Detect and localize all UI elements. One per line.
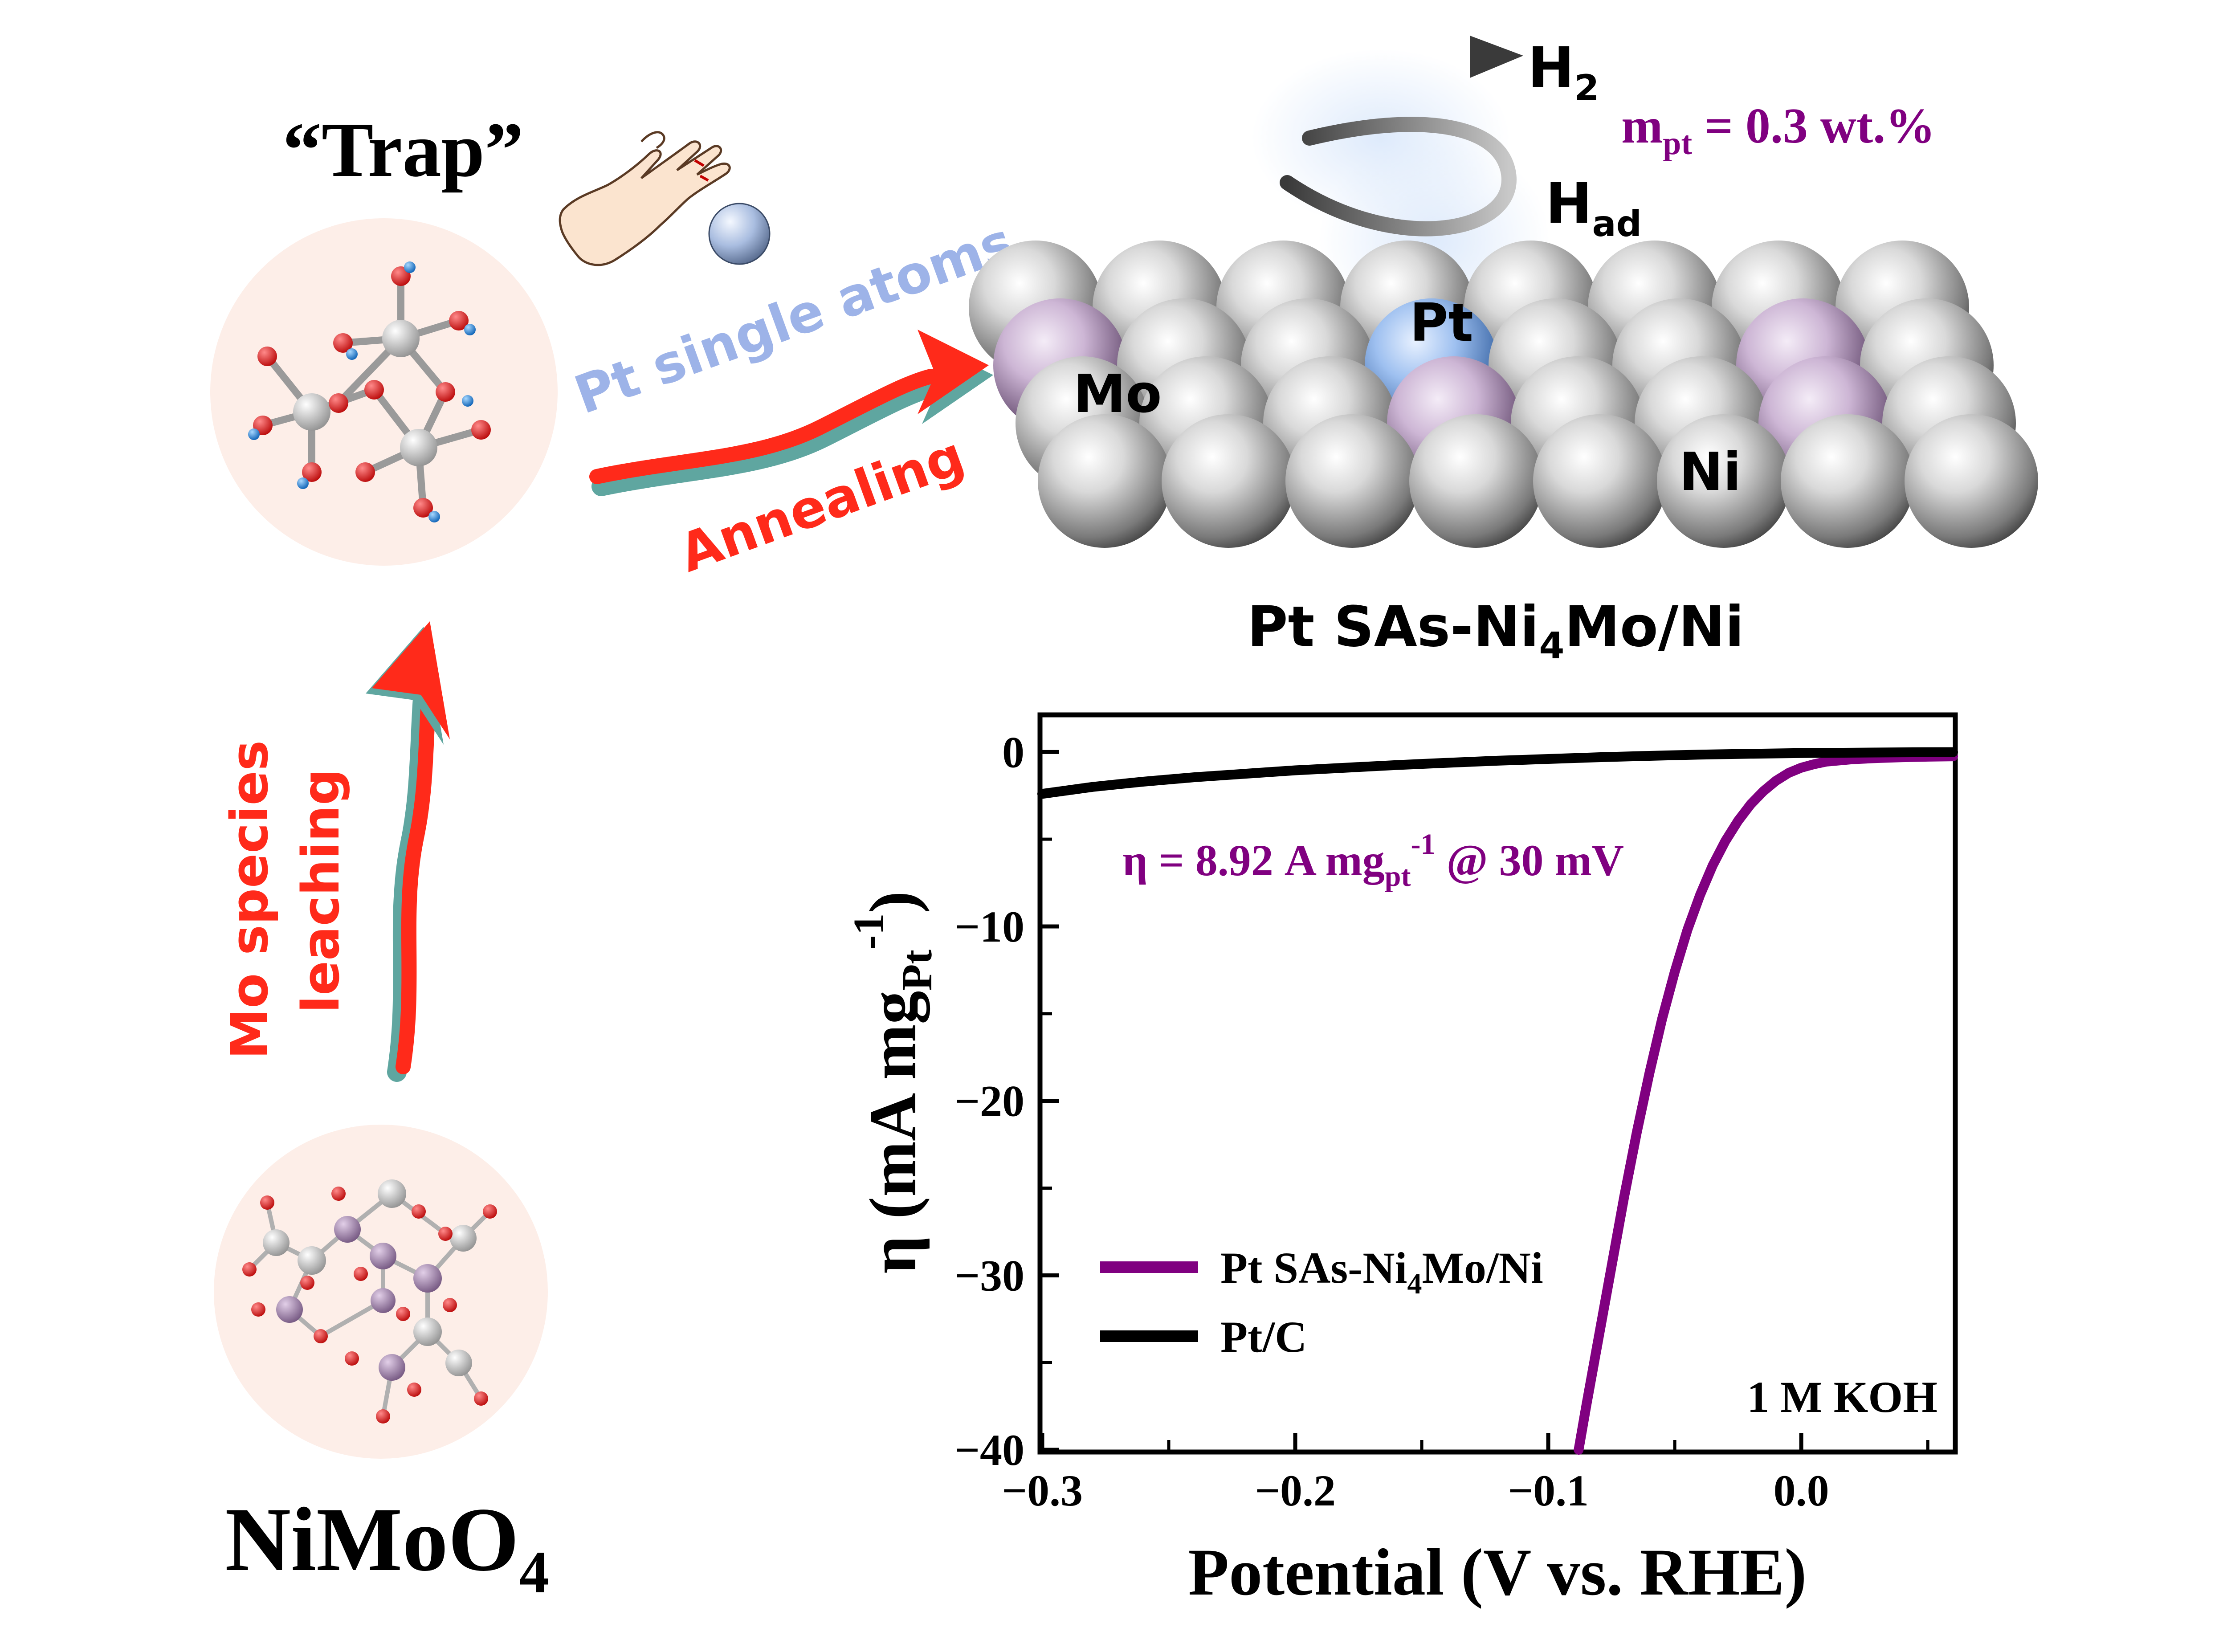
activity-annotation: η = 8.92 A mgpt-1 @ 30 mV	[1122, 828, 1624, 893]
y-tick-label: −10	[954, 902, 1024, 951]
y-axis-ticks: 0 −10 −20 −30 −40	[954, 727, 1059, 1475]
had-main: H	[1546, 171, 1592, 236]
ni-atom-label: Ni	[1679, 441, 1741, 502]
nimoo4-structure-circle	[214, 1125, 548, 1459]
pt-atom-ball	[708, 203, 771, 265]
x-axis-label: Potential (V vs. RHE)	[1188, 1535, 1807, 1609]
legend-label-pt-sas: Pt SAs-Ni4Mo/Ni	[1220, 1243, 1543, 1300]
ni-atom	[1038, 414, 1171, 548]
product-main: Pt SAs-Ni	[1247, 595, 1539, 659]
series-line	[1037, 747, 1958, 799]
legend-label-ptc: Pt/C	[1220, 1312, 1307, 1362]
h2-label: H2	[1528, 36, 1599, 109]
ni-atom	[1533, 414, 1667, 548]
legend-pt-sas-main: Pt SAs-Ni	[1220, 1243, 1407, 1293]
x-tick-label: −0.1	[1508, 1466, 1589, 1515]
nimoo4-subscript: 4	[519, 1539, 549, 1606]
annealing-arrow	[589, 330, 993, 496]
y-axis-label-sup: -1	[845, 913, 893, 950]
legend-pt-sas-sub: 4	[1407, 1268, 1422, 1300]
y-axis-label-main: η (mA mg	[856, 991, 930, 1274]
nimoo4-label: NiMoO4	[225, 1489, 549, 1606]
product-label: Pt SAs-Ni4Mo/Ni	[1247, 595, 1744, 667]
ni-atom	[1409, 414, 1543, 548]
series-layer	[1037, 747, 1958, 1455]
hand-icon	[559, 131, 731, 266]
x-axis-ticks: −0.3 −0.2 −0.1 0.0	[1002, 1433, 1929, 1515]
x-tick-label: 0.0	[1774, 1466, 1829, 1515]
plot-frame	[1037, 712, 1958, 1455]
ni-atom	[1285, 414, 1419, 548]
h2-subscript: 2	[1574, 67, 1599, 109]
leaching-line2: leaching	[291, 769, 351, 1013]
electrolyte-label: 1 M KOH	[1747, 1372, 1937, 1422]
y-tick-label: −40	[954, 1425, 1024, 1475]
pt-loading-m: m	[1621, 98, 1663, 154]
h2-main: H	[1528, 36, 1574, 100]
leaching-arrow	[366, 621, 450, 1082]
polarization-chart: −0.3 −0.2 −0.1 0.0 0 −10 −20 −30 −40 Potential …	[845, 712, 1958, 1609]
trap-label: “Trap”	[282, 106, 523, 193]
pt-loading-value: = 0.3 wt.%	[1692, 98, 1935, 154]
h2-evolution-arrow	[1280, 36, 1523, 237]
product-subscript: 4	[1539, 625, 1564, 667]
leaching-line1: Mo species	[220, 740, 280, 1059]
series-line	[1574, 751, 1958, 1455]
legend-pt-sas-tail: Mo/Ni	[1422, 1243, 1543, 1293]
y-tick-label: −30	[954, 1251, 1024, 1300]
leaching-label: Mo species leaching	[220, 722, 351, 1059]
ni-atom	[1162, 414, 1295, 548]
y-axis-label-sub: Pt	[893, 950, 941, 991]
leached-structure-circle	[210, 218, 558, 566]
x-tick-label: −0.3	[1002, 1466, 1083, 1515]
x-tick-label: −0.2	[1255, 1466, 1336, 1515]
pt-loading-label: mpt = 0.3 wt.%	[1621, 98, 1935, 162]
y-axis-label-close: )	[856, 891, 930, 913]
ni-atom	[1657, 414, 1791, 548]
product-tail: Mo/Ni	[1564, 595, 1744, 659]
had-label: Had	[1546, 171, 1642, 245]
ni-atom	[1781, 414, 1914, 548]
mo-atom-label: Mo	[1073, 363, 1162, 424]
pt-atom-label: Pt	[1410, 292, 1473, 353]
synthesis-scheme: “Trap”	[210, 106, 1021, 1606]
y-tick-label: 0	[1002, 727, 1024, 777]
pt-loading-sub: pt	[1663, 125, 1692, 162]
nimoo4-main: NiMoO	[225, 1489, 519, 1590]
annotation-sup: -1	[1411, 828, 1435, 861]
annotation-main: η = 8.92 A mg	[1122, 836, 1385, 885]
had-subscript: ad	[1592, 203, 1642, 245]
h2-arrow-head	[1470, 36, 1523, 78]
annotation-tail: @ 30 mV	[1435, 836, 1624, 885]
ni-atom	[1905, 414, 2038, 548]
pt-sas-surface-model: Mo Pt Ni	[969, 49, 2038, 548]
y-axis-label: η (mA mgPt-1)	[845, 891, 941, 1273]
annotation-sub: pt	[1385, 860, 1411, 893]
legend: Pt SAs-Ni4Mo/Ni Pt/C	[1100, 1243, 1543, 1362]
y-tick-label: −20	[954, 1077, 1024, 1126]
